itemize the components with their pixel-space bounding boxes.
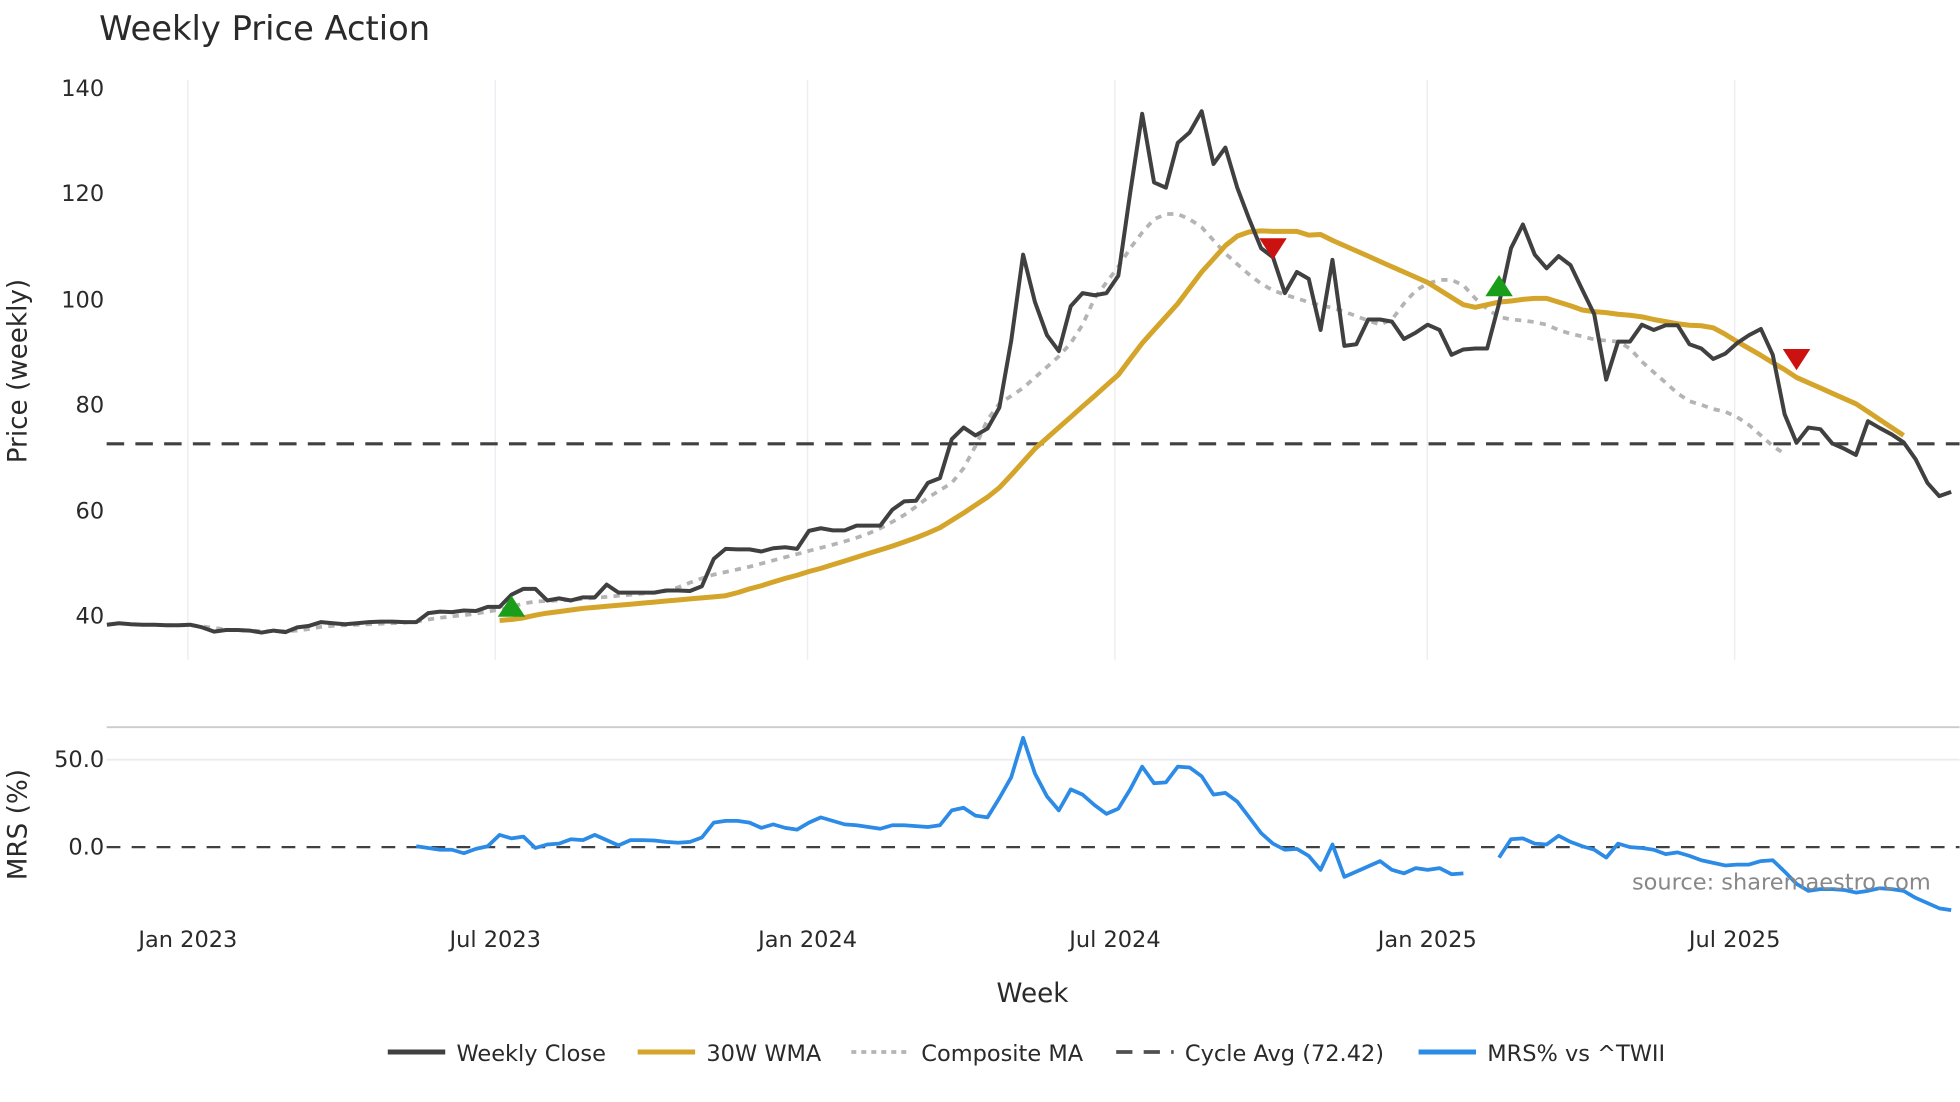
sell-signal-icon [1782, 349, 1811, 371]
price-tick-120: 120 [61, 181, 104, 207]
buy-signal-icon [1485, 274, 1513, 297]
x-axis-ticks: Jan 2023 Jul 2023 Jan 2024 Jul 2024 Jan … [136, 927, 1780, 953]
mrs-line [415, 735, 1464, 879]
x-tick-jul-2023: Jul 2023 [448, 927, 541, 953]
price-tick-140: 140 [61, 76, 104, 102]
sell-signal-icon [1259, 238, 1287, 260]
price-tick-60: 60 [76, 499, 105, 525]
price-y-axis-label: Price (weekly) [4, 279, 34, 463]
legend: Weekly Close 30W WMA Composite MA Cycle … [387, 1041, 1666, 1067]
mrs-tick-50: 50.0 [54, 747, 104, 773]
x-tick-jan-2023: Jan 2023 [136, 927, 237, 953]
price-tick-40: 40 [76, 603, 105, 629]
mrs-line-segment-2 [1497, 833, 1952, 912]
x-tick-jul-2024: Jul 2024 [1067, 927, 1160, 953]
legend-item-weekly-close[interactable]: Weekly Close [387, 1041, 606, 1067]
price-series [106, 109, 1960, 635]
legend-item-30w-wma[interactable]: 30W WMA [637, 1041, 822, 1067]
x-tick-jan-2025: Jan 2025 [1376, 927, 1477, 953]
legend-item-cycle-avg[interactable]: Cycle Avg (72.42) [1116, 1041, 1384, 1067]
legend-label-30w-wma: 30W WMA [706, 1041, 822, 1067]
x-axis-label: Week [997, 979, 1070, 1009]
buy-signal-icon [497, 595, 526, 617]
price-tick-80: 80 [76, 392, 105, 418]
mrs-tick-0: 0.0 [68, 835, 104, 861]
signal-markers [497, 238, 1811, 617]
chart-title: Weekly Price Action [99, 9, 430, 48]
price-y-ticks: 40 60 80 100 120 140 [61, 76, 104, 629]
legend-item-mrs[interactable]: MRS% vs ^TWII [1418, 1041, 1666, 1067]
legend-label-cycle-avg: Cycle Avg (72.42) [1185, 1041, 1384, 1067]
wma-30w-line [499, 228, 1905, 623]
price-tick-100: 100 [61, 287, 104, 313]
legend-item-composite-ma[interactable]: Composite MA [851, 1041, 1084, 1067]
x-tick-jan-2024: Jan 2024 [756, 927, 857, 953]
weekly-close-line [106, 109, 1952, 635]
mrs-y-axis-label: MRS (%) [4, 769, 34, 880]
x-tick-jul-2025: Jul 2025 [1687, 927, 1780, 953]
price-gridlines [187, 79, 1736, 660]
legend-label-composite-ma: Composite MA [921, 1041, 1083, 1067]
legend-label-weekly-close: Weekly Close [456, 1041, 605, 1067]
legend-label-mrs: MRS% vs ^TWII [1487, 1041, 1665, 1067]
composite-ma-line [166, 212, 1786, 633]
source-label: source: sharemaestro.com [1632, 870, 1931, 896]
